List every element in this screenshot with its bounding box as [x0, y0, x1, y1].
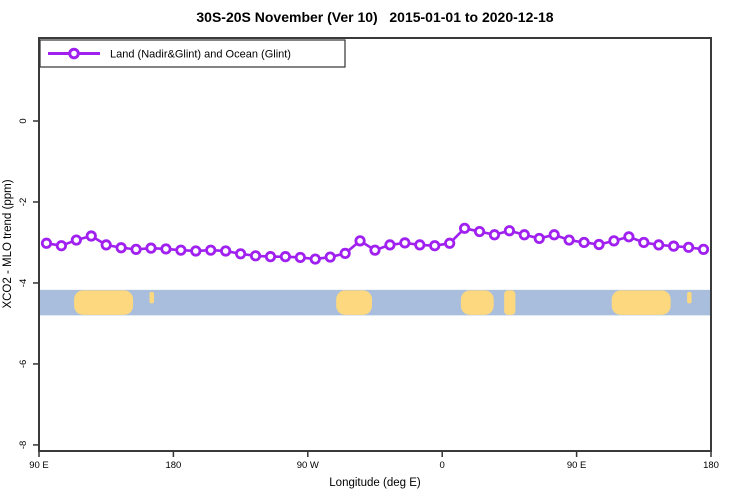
data-point-marker	[309, 253, 321, 265]
data-point-marker	[384, 239, 396, 251]
data-point-marker	[399, 237, 411, 249]
data-point-marker	[115, 242, 127, 254]
chart-title: 30S-20S November (Ver 10) 2015-01-01 to …	[196, 9, 553, 25]
data-point-marker	[533, 232, 545, 245]
plot-area-border	[38, 37, 712, 452]
data-point-marker	[653, 239, 665, 251]
map-strip-land-new-caledonia	[149, 291, 154, 304]
data-point-marker	[548, 229, 560, 241]
data-point-marker	[324, 251, 336, 263]
data-point-marker	[623, 231, 635, 243]
legend-open-circle-marker-icon	[68, 47, 80, 60]
data-point-marker	[429, 240, 441, 252]
x-axis-tick-label: 90 E	[567, 460, 587, 471]
map-strip-land-southern-africa	[460, 290, 494, 315]
data-point-marker	[518, 229, 530, 241]
data-point-marker	[503, 225, 515, 237]
y-axis-tick-label: -6	[18, 360, 29, 368]
data-point-marker	[264, 251, 277, 263]
data-point-marker	[354, 235, 366, 247]
data-point-marker	[488, 229, 501, 241]
data-point-marker	[55, 240, 68, 252]
x-axis-tick-label: 180	[703, 460, 719, 471]
data-point-marker	[205, 244, 217, 256]
x-axis-title: Longitude (deg E)	[329, 477, 421, 489]
data-point-marker	[294, 251, 306, 264]
data-point-marker	[70, 234, 82, 246]
data-point-marker	[369, 244, 381, 256]
x-axis-tick-label: 180	[165, 460, 181, 471]
data-point-marker	[175, 244, 187, 256]
data-point-marker	[339, 247, 351, 260]
data-point-marker	[130, 243, 142, 255]
map-strip-land-south-america	[336, 290, 373, 315]
data-point-marker	[578, 236, 590, 249]
y-axis-tick-label: -8	[18, 441, 29, 449]
legend: Land (Nadir&Glint) and Ocean (Glint)	[39, 39, 346, 68]
legend-label: Land (Nadir&Glint) and Ocean (Glint)	[110, 49, 291, 61]
map-strip-land-australia-repeat	[611, 290, 671, 315]
data-point-marker	[593, 238, 605, 251]
data-point-marker	[697, 243, 710, 255]
data-point-marker	[668, 240, 680, 252]
data-point-marker	[249, 250, 262, 262]
y-axis-tick-label: -2	[18, 198, 29, 206]
data-point-marker	[190, 245, 202, 257]
data-point-marker	[563, 234, 575, 246]
data-point-marker	[279, 251, 291, 263]
data-point-marker	[414, 239, 426, 251]
data-point-marker	[40, 237, 53, 249]
data-point-marker	[473, 225, 486, 238]
plot-dynamic-layer: 90 E 180 90 W 0 90 E 180 0 -2 -4 -6 -8	[18, 118, 719, 471]
data-point-marker	[85, 230, 97, 242]
data-point-marker	[444, 237, 456, 249]
x-axis-tick-label: 90 W	[297, 460, 319, 471]
y-axis-title: XCO2 - MLO trend (ppm)	[2, 179, 14, 308]
y-axis-tick-label: -4	[18, 279, 29, 287]
data-point-marker	[145, 242, 157, 254]
data-point-marker	[235, 248, 247, 260]
map-strip-land-madagascar	[504, 290, 516, 315]
data-point-marker	[638, 236, 650, 249]
data-point-marker	[458, 222, 471, 234]
y-axis-tick-label: 0	[18, 118, 29, 123]
data-point-marker	[220, 245, 232, 257]
data-point-marker	[160, 243, 172, 255]
map-strip-ocean	[39, 289, 711, 316]
data-point-marker	[682, 241, 695, 253]
map-strip-land-new-caledonia-repeat	[687, 291, 692, 304]
x-axis-tick-label: 90 E	[29, 460, 49, 471]
data-point-marker	[100, 239, 112, 251]
x-axis-tick-label: 0	[440, 460, 445, 471]
data-point-marker	[608, 235, 620, 247]
map-strip-land-australia	[74, 290, 134, 315]
